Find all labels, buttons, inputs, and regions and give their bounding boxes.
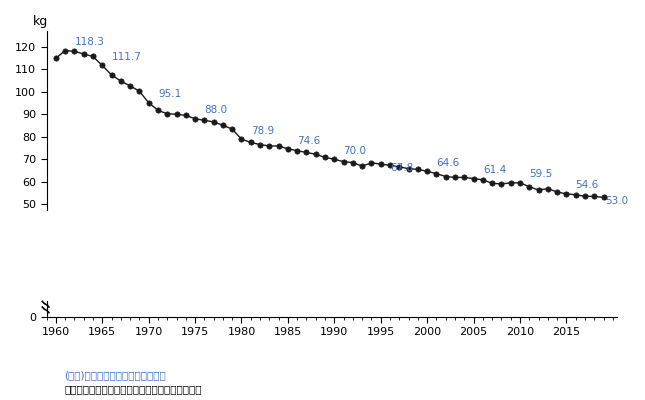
- Text: 67.8: 67.8: [390, 163, 413, 173]
- Text: 53.0: 53.0: [606, 196, 628, 206]
- Text: 64.6: 64.6: [437, 158, 460, 168]
- Text: 118.3: 118.3: [74, 37, 104, 47]
- Text: 70.0: 70.0: [344, 146, 366, 156]
- Text: 54.6: 54.6: [576, 180, 599, 190]
- Bar: [37, 211, 51, 301]
- Text: 95.1: 95.1: [158, 90, 181, 100]
- Text: 59.5: 59.5: [530, 170, 553, 180]
- Text: 111.7: 111.7: [112, 52, 141, 62]
- Text: 74.6: 74.6: [297, 136, 321, 146]
- Text: kg: kg: [33, 15, 48, 28]
- Text: 注：１人１年当たり供給純食料の値である。: 注：１人１年当たり供給純食料の値である。: [64, 384, 202, 394]
- Text: 88.0: 88.0: [204, 105, 228, 115]
- Text: 78.9: 78.9: [251, 126, 274, 136]
- Text: 61.4: 61.4: [483, 165, 506, 175]
- Text: (出典)　農林水産省「食料需給表」: (出典) 農林水産省「食料需給表」: [64, 370, 166, 380]
